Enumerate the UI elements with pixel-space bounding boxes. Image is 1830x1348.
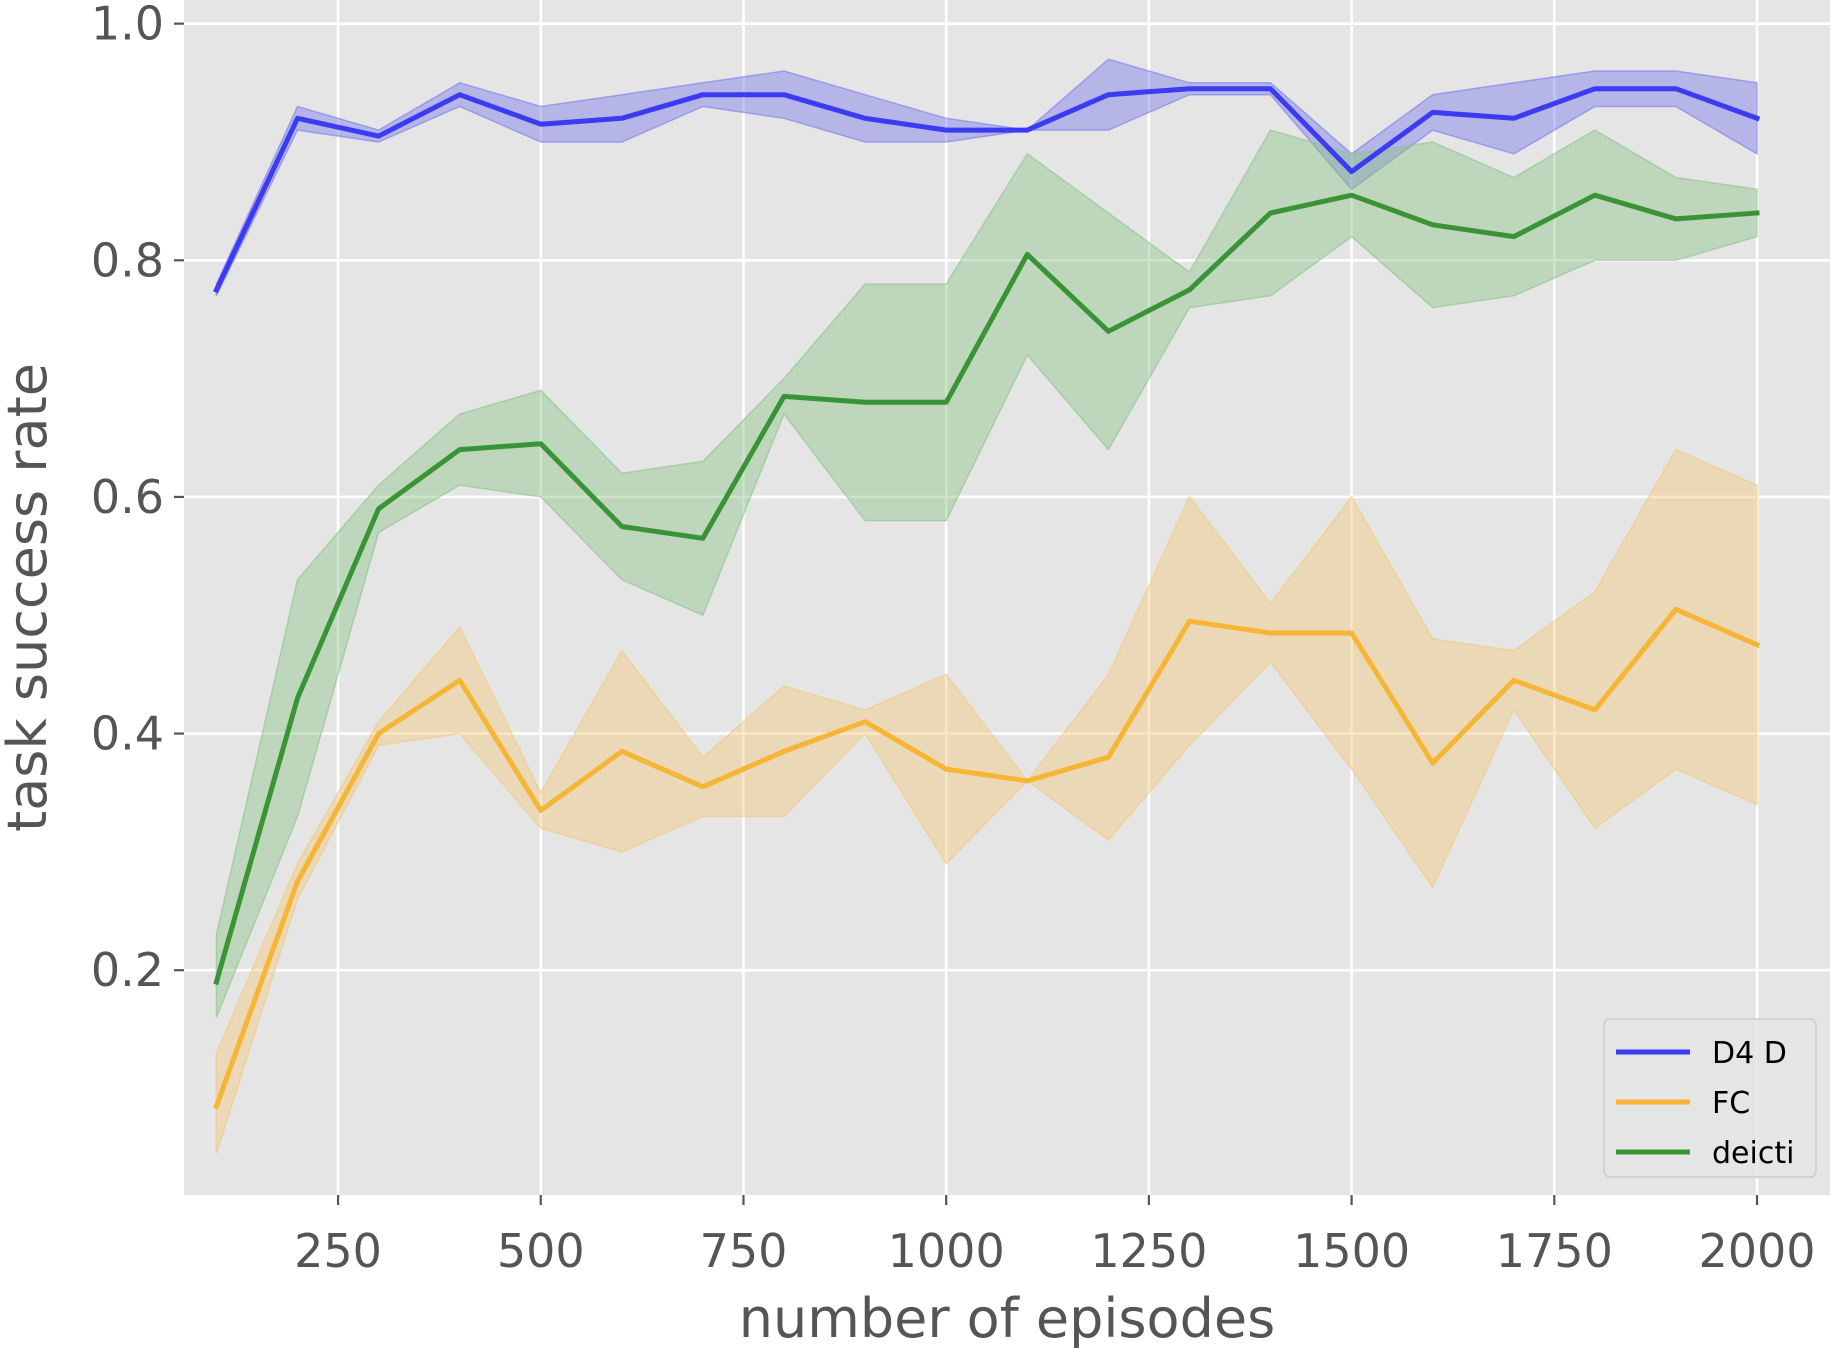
x-tick-label: 750 [700,1224,788,1278]
plot-background [184,0,1830,1195]
x-tick-label: 1250 [1090,1224,1207,1278]
y-axis-ticks: 0.2 0.4 0.6 0.8 1.0 [91,0,184,997]
x-axis-label: number of episodes [739,1287,1275,1348]
x-tick-label: 500 [497,1224,585,1278]
x-tick-label: 1750 [1496,1224,1613,1278]
band-deicti [215,129,1758,1018]
legend-label: deicti [1712,1136,1794,1171]
x-tick-label: 1500 [1293,1224,1410,1278]
y-tick-label: 1.0 [91,0,164,51]
legend-label: FC [1712,1086,1750,1121]
x-tick-label: 250 [294,1224,382,1278]
line-d4-d [213,86,1761,294]
y-tick-label: 0.4 [91,707,164,761]
legend-label: D4 D [1712,1036,1787,1071]
series-lines [213,86,1761,1110]
legend-box [1603,1018,1817,1178]
y-tick-label: 0.8 [91,233,164,287]
y-tick-label: 0.2 [91,943,164,997]
x-axis-ticks: 250 500 750 1000 1250 1500 1750 2000 [294,1195,1816,1278]
y-tick-label: 0.6 [91,470,164,524]
line-fc [213,606,1761,1110]
legend: D4 D FC deicti [1603,1018,1817,1178]
x-tick-label: 2000 [1698,1224,1815,1278]
y-axis-label: task success rate [0,363,59,832]
x-tick-label: 1000 [888,1224,1005,1278]
band-fc [215,448,1758,1154]
line-deicti [213,192,1760,986]
